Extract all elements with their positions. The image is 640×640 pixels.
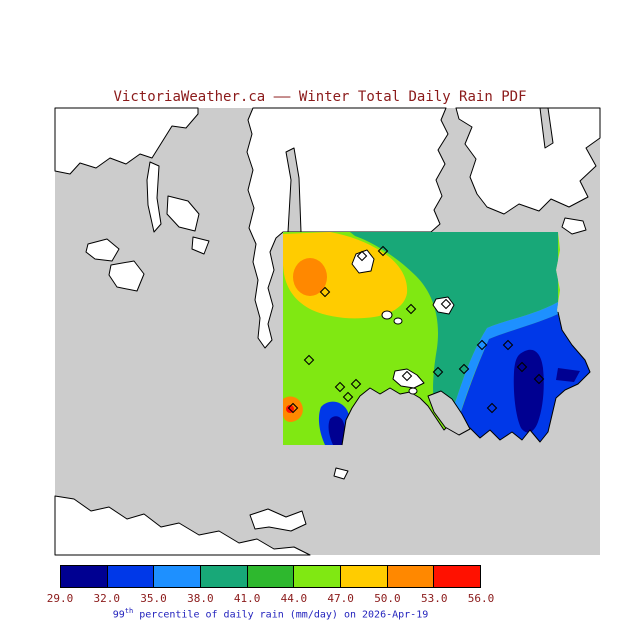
station-marker [319, 286, 331, 298]
station-marker [476, 339, 488, 351]
station-marker [432, 366, 444, 378]
colorbar-segment [61, 566, 107, 587]
water-detail-layer [427, 390, 471, 436]
station-marker [334, 381, 346, 393]
caption-base: 99 [112, 609, 125, 621]
contour-teal [350, 232, 558, 417]
caption-rest: percentile of daily rain (mm/day) on 202… [133, 609, 429, 621]
colorbar-segment [200, 566, 247, 587]
island [85, 238, 120, 262]
land-southwest-coast [54, 495, 311, 556]
colorbar-segment [340, 566, 387, 587]
colorbar-tick-label: 32.0 [93, 592, 121, 605]
station-marker [533, 373, 545, 385]
land-sliver [191, 236, 210, 255]
colorbar-segment [106, 566, 154, 587]
station-marker [303, 354, 315, 366]
land-sliver [146, 161, 162, 233]
land-top-left [54, 107, 199, 175]
station-marker [405, 303, 417, 315]
contour-azure [449, 302, 558, 421]
land-spit [249, 508, 307, 532]
islet [333, 467, 349, 480]
station-marker [401, 370, 413, 382]
colorbar-segment [386, 566, 434, 587]
station-marker [516, 361, 528, 373]
colorbar-tick-label: 56.0 [467, 592, 495, 605]
land-northeast [455, 107, 601, 215]
contour-yellow [283, 232, 408, 319]
figure-title: VictoriaWeather.ca —— Winter Total Daily… [113, 89, 527, 105]
colorbar-segment [293, 566, 341, 587]
colorbar-tick-label: 41.0 [233, 592, 261, 605]
island [561, 217, 587, 235]
colorbar-tick-label: 44.0 [280, 592, 308, 605]
colorbar-tick-label: 50.0 [374, 592, 401, 605]
colorbar-tick-label: 47.0 [327, 592, 354, 605]
land-sliver [166, 195, 200, 232]
colorbar-segment [246, 566, 294, 587]
contour-navy-tail [556, 368, 580, 382]
lake [381, 310, 393, 320]
station-marker [350, 378, 362, 390]
caption: 99th percentile of daily rain (mm/day) o… [40, 607, 501, 620]
station-marker [342, 391, 354, 403]
inlet [539, 107, 554, 149]
harbour [408, 387, 418, 395]
coastline [341, 311, 591, 446]
colorbar-segment [433, 566, 481, 587]
colorbar-tick-label: 53.0 [420, 592, 448, 605]
station-layer [287, 245, 545, 414]
island [108, 260, 145, 292]
station-marker [440, 298, 452, 310]
caption-superscript: th [124, 607, 134, 615]
contour-orange-core [293, 258, 327, 296]
station-marker [287, 402, 299, 414]
station-marker [486, 402, 498, 414]
lake [393, 317, 403, 325]
station-marker [458, 363, 470, 375]
colorbar [60, 565, 481, 588]
colorbar-tick-label: 38.0 [187, 592, 214, 605]
colorbar-tick-label: 35.0 [140, 592, 167, 605]
colorbar-tick-label: 29.0 [46, 592, 74, 605]
station-marker [356, 250, 368, 262]
colorbar-segment [153, 566, 201, 587]
station-marker [377, 245, 389, 257]
contour-navy-pocket [328, 416, 346, 445]
colorbar-ticks: 29.0 32.0 35.0 38.0 41.0 44.0 47.0 50.0 53.0 56.0 [47, 592, 495, 605]
bay [427, 390, 471, 436]
station-marker [502, 339, 514, 351]
contour-layer [283, 232, 590, 445]
